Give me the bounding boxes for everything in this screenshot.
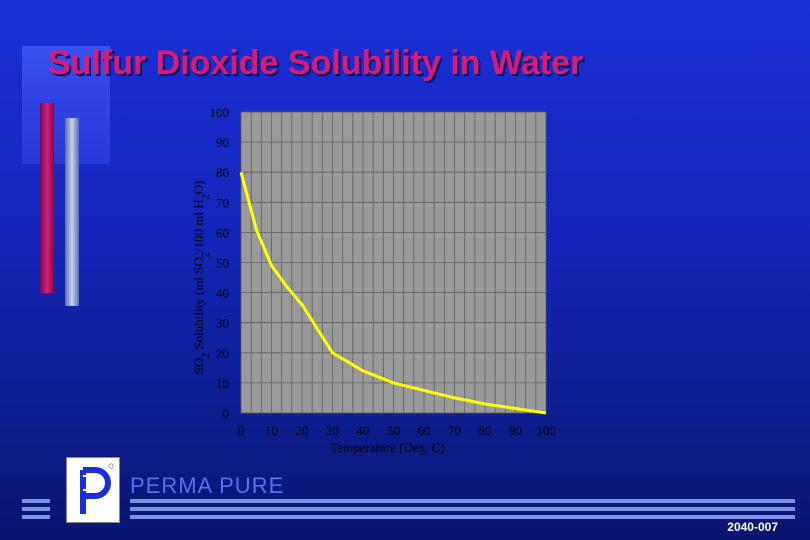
logo-p-icon: [80, 463, 114, 514]
y-tick-label: 100: [210, 105, 230, 120]
x-tick-label: 20: [296, 423, 309, 438]
x-tick-label: 60: [418, 423, 431, 438]
x-tick-label: 80: [479, 423, 492, 438]
slide-title: Sulfur Dioxide Solubility in Water: [48, 44, 584, 82]
x-tick-label: 50: [387, 423, 400, 438]
x-tick-label: 40: [357, 423, 370, 438]
rule-right-2: [130, 507, 795, 511]
y-tick-label: 80: [216, 165, 229, 180]
y-tick-label: 40: [216, 286, 229, 301]
rule-left-3: [22, 515, 50, 519]
y-axis-label: SO2 Solubility (ml SO2/100 ml H2O): [191, 181, 212, 375]
x-axis-label: Temperature (Deg. C): [330, 440, 444, 455]
x-tick-label: 0: [238, 423, 245, 438]
x-tick-label: 30: [326, 423, 339, 438]
y-tick-label: 10: [216, 376, 229, 391]
y-tick-label: 30: [216, 316, 229, 331]
grid-lines: [240, 111, 547, 414]
rule-left-1: [22, 499, 50, 503]
x-tick-label: 10: [265, 423, 278, 438]
y-tick-label: 70: [216, 195, 229, 210]
perma-pure-logo: [66, 457, 120, 523]
rule-right-3: [130, 515, 795, 519]
x-tick-label: 90: [509, 423, 522, 438]
x-tick-labels: 0 10 20 30 40 50 60 70 80 90 100: [238, 423, 556, 438]
decorative-bar-magenta: [40, 103, 54, 293]
y-tick-labels: 0 10 20 30 40 50 60 70 80 90 100: [210, 105, 230, 421]
x-tick-label: 100: [536, 423, 556, 438]
decorative-bar-steel: [65, 118, 79, 306]
solubility-curve: [239, 171, 547, 415]
brand-name: PERMA PURE: [130, 473, 285, 498]
x-tick-label: 70: [448, 423, 461, 438]
y-tick-label: 90: [216, 135, 229, 150]
y-tick-label: 50: [216, 256, 229, 271]
y-tick-label: 0: [223, 406, 230, 421]
y-tick-label: 20: [216, 346, 229, 361]
rule-right-1: [130, 499, 795, 503]
slide-code: 2040-007: [727, 520, 778, 534]
rule-left-2: [22, 507, 50, 511]
y-tick-label: 60: [216, 225, 229, 240]
